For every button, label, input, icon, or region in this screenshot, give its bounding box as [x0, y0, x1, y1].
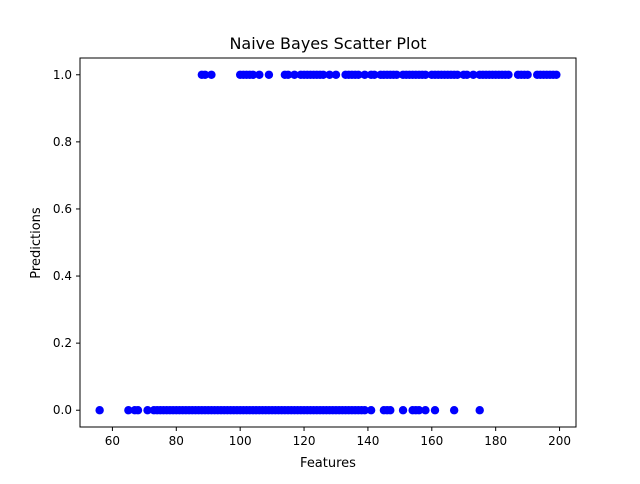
x-tick-label: 180 [484, 434, 507, 448]
scatter-point [430, 406, 440, 415]
scatter-point [255, 70, 264, 79]
x-tick-label: 80 [169, 434, 184, 448]
scatter-point [398, 406, 408, 415]
x-tick-label: 140 [356, 434, 379, 448]
scatter-point [462, 70, 472, 79]
scatter-point [469, 70, 478, 79]
scatter-point [523, 70, 532, 79]
scatter-point [421, 406, 430, 415]
y-tick-label: 1.0 [53, 68, 72, 82]
scatter-point [360, 70, 369, 79]
scatter-point [421, 70, 430, 79]
scatter-point [366, 406, 376, 415]
scatter-point [449, 406, 459, 415]
scatter-point [207, 70, 216, 79]
scatter-point [133, 406, 143, 415]
scatter-point [95, 406, 104, 415]
x-axis: 60 80 100 120 140 160 180 200 [105, 427, 571, 448]
scatter-point [319, 70, 328, 79]
x-tick-label: 120 [293, 434, 316, 448]
scatter-point [290, 70, 299, 79]
points-layer [95, 70, 561, 415]
scatter-point [453, 70, 462, 79]
y-tick-label: 0.2 [53, 336, 72, 350]
scatter-point [370, 70, 379, 79]
y-tick-label: 0.8 [53, 135, 72, 149]
scatter-point [475, 406, 484, 415]
x-tick-label: 60 [105, 434, 120, 448]
x-tick-label: 100 [229, 434, 252, 448]
scatter-point [124, 406, 133, 415]
scatter-point [414, 406, 424, 415]
scatter-point [264, 70, 274, 79]
scatter-point [504, 70, 513, 79]
y-tick-label: 0.0 [53, 403, 72, 417]
y-tick-label: 0.4 [53, 269, 72, 283]
scatter-point [283, 70, 293, 79]
x-tick-label: 200 [548, 434, 571, 448]
x-tick-label: 160 [420, 434, 443, 448]
scatter-point [143, 406, 152, 415]
chart-title: Naive Bayes Scatter Plot [229, 34, 426, 53]
scatter-point [386, 406, 395, 415]
y-tick-label: 0.6 [53, 202, 72, 216]
scatter-point [200, 70, 210, 79]
scatter-point [360, 406, 369, 415]
scatter-point [325, 70, 334, 79]
scatter-point [392, 70, 401, 79]
scatter-point [354, 70, 363, 79]
y-axis-label: Predictions [29, 207, 44, 279]
y-axis: 0.0 0.2 0.4 0.6 0.8 1.0 [53, 68, 80, 417]
scatter-point [552, 70, 561, 79]
plot-frame [79, 57, 577, 428]
x-axis-label: Features [300, 456, 356, 471]
scatter-point [248, 70, 258, 79]
scatter-point [331, 70, 341, 79]
